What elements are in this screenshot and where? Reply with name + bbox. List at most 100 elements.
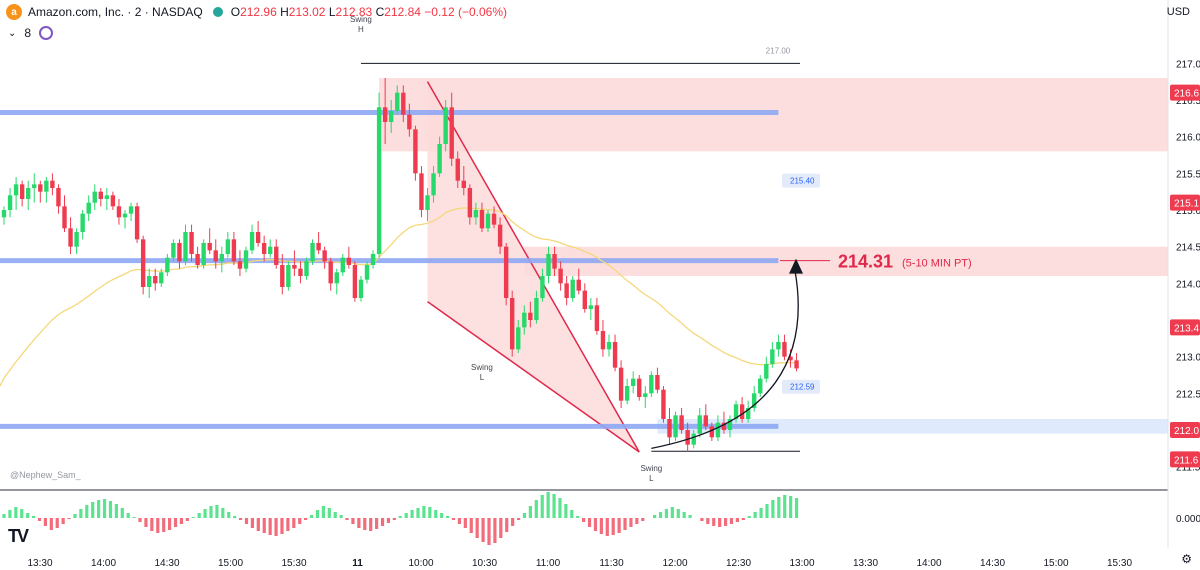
price-badge-bg (1170, 84, 1200, 101)
time-axis-tick: 11:30 (599, 558, 624, 569)
candle (316, 232, 321, 254)
price-axis-tick: 213.0 (1176, 353, 1200, 364)
oscillator-bar (268, 518, 272, 535)
oscillator-bar (718, 518, 722, 527)
candle-body (195, 254, 200, 265)
time-axis-tick: 14:30 (154, 558, 179, 569)
oscillator-bar (706, 518, 710, 524)
candle-body (255, 232, 261, 243)
oscillator-bar (534, 500, 538, 518)
oscillator-bar (304, 518, 308, 520)
candle (637, 375, 642, 401)
oscillator-bar (256, 518, 260, 531)
oscillator-bar (286, 518, 290, 531)
candle (425, 188, 430, 221)
candle (661, 386, 666, 423)
candle-body (631, 378, 636, 386)
candle (86, 195, 91, 221)
oscillator-bar (741, 518, 745, 520)
oscillator-bar (185, 518, 189, 521)
candle-body (727, 419, 733, 430)
oscillator-bar (475, 518, 479, 538)
candle (461, 166, 466, 196)
candle-body (485, 213, 491, 229)
candle-body (322, 250, 327, 262)
candle-body (691, 433, 696, 445)
oscillator-bar (582, 518, 586, 522)
candle (733, 400, 739, 423)
candle (207, 228, 212, 254)
oscillator-bar (546, 492, 550, 518)
candle (261, 235, 267, 262)
ma-layer (0, 207, 797, 387)
candle-body (479, 210, 485, 229)
oscillator-bar (404, 513, 408, 518)
oscillator-bar (516, 518, 521, 520)
candle-body (280, 265, 285, 287)
oscillator-bar (126, 513, 130, 518)
candle-body (382, 107, 388, 122)
oscillator-bar (375, 518, 379, 529)
candle (443, 100, 448, 152)
candle (32, 173, 37, 203)
target-price-label: 214.31 (838, 252, 893, 272)
oscillator-bar (445, 516, 450, 518)
candle (44, 177, 49, 203)
candle-body (437, 144, 442, 174)
oscillator-bar (280, 518, 284, 534)
price-axis-tick: 214.5 (1176, 243, 1200, 254)
candle (624, 378, 630, 405)
candle-body (201, 243, 206, 265)
gear-icon[interactable]: ⚙ (1181, 552, 1192, 566)
time-axis-tick: 15:00 (1043, 558, 1068, 569)
candle-body (419, 173, 424, 210)
candle (268, 239, 273, 258)
oscillator-bar (85, 505, 89, 518)
oscillator-bar (37, 518, 42, 521)
time-axis-tick: 12:00 (662, 558, 687, 569)
candle-body (576, 279, 581, 291)
currency-label[interactable]: USD (1166, 6, 1190, 18)
candle (395, 85, 400, 115)
horizontal-ray-label-0: 217.00 (766, 46, 791, 55)
candle (128, 202, 134, 221)
indicator-count[interactable]: 8 (24, 26, 32, 40)
swing-label-text: Swing (640, 464, 662, 473)
candle-body (7, 195, 13, 210)
candle-body (183, 232, 188, 262)
oscillator-bar (173, 518, 178, 527)
oscillator-bar (386, 518, 391, 523)
symbol-title[interactable]: Amazon.com, Inc. · 2 · NASDAQ (28, 5, 203, 19)
chevron-down-icon[interactable]: ⌄ (8, 27, 17, 39)
price-tag-bg (782, 379, 820, 394)
price-badge-label: 211.6 (1174, 455, 1199, 466)
price-badge-bg (1170, 422, 1200, 438)
candle (752, 386, 757, 412)
candle (104, 188, 110, 210)
candle (310, 239, 315, 265)
candle-body (352, 265, 358, 298)
swing-label-sub: H (358, 25, 364, 34)
candle (116, 199, 122, 225)
oscillator-bar (599, 518, 603, 534)
low-value: 212.83 (335, 5, 373, 19)
candle-body (44, 180, 49, 192)
oscillator-bar (505, 518, 509, 532)
candle-body (268, 246, 273, 254)
candle (582, 283, 587, 313)
candle (122, 210, 128, 229)
sync-icon[interactable] (39, 26, 54, 40)
candle (516, 320, 521, 353)
candle (7, 188, 13, 218)
oscillator-bar (558, 498, 562, 518)
candle (389, 100, 394, 133)
oscillator-bar (162, 518, 166, 532)
swing-label-sub: L (480, 373, 485, 382)
candle-body (116, 206, 122, 218)
price-tag-bg (782, 173, 820, 188)
candle (758, 375, 763, 397)
tradingview-logo[interactable]: TV (8, 526, 29, 546)
time-axis-tick: 14:00 (91, 558, 116, 569)
oscillator-bar (357, 518, 361, 528)
